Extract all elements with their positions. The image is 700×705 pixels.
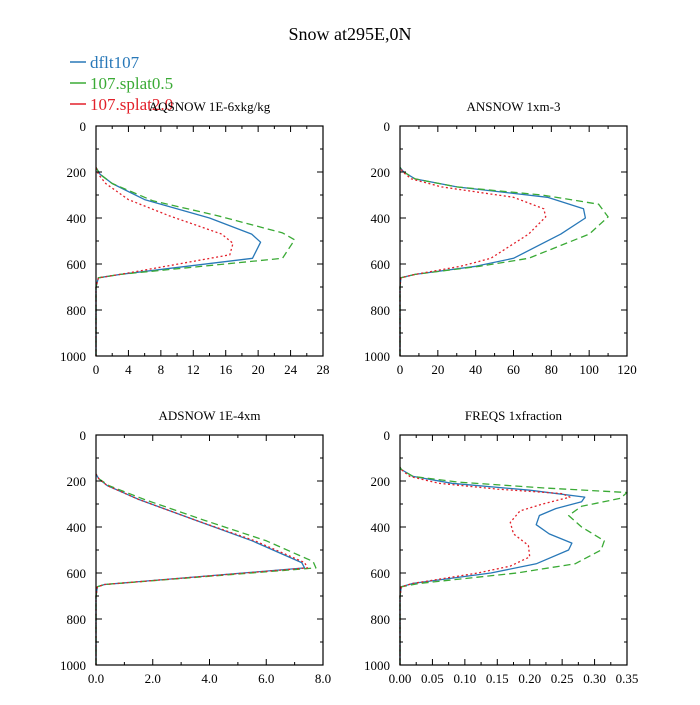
legend-label: dflt107: [90, 53, 140, 72]
y-tick-label: 400: [371, 520, 391, 535]
series-line-splat05: [95, 167, 296, 356]
legend-label: 107.splat0.5: [90, 74, 173, 93]
legend-label: 107.splat2.0: [90, 95, 173, 114]
legend-item-splat20: 107.splat2.0: [70, 95, 173, 114]
x-tick-label: 0.15: [486, 671, 509, 686]
x-tick-label: 24: [284, 362, 298, 377]
x-tick-label: 0.10: [453, 671, 476, 686]
legend: dflt107 107.splat0.5 107.splat2.0: [70, 53, 173, 114]
chart-panels: AQSNOW 1E-6xkg/kg0 4 8 12 16 20 24 280200400600…: [60, 99, 638, 686]
panel-3: ADSNOW 1E-4xm 0.0 2.0 4.0 6.0 8.0 0 200 400 600 80…: [60, 408, 331, 686]
series-line-splat20: [399, 466, 571, 665]
x-tick-label: 0.30: [583, 671, 606, 686]
y-tick-label: 800: [67, 612, 87, 627]
x-tick-label: 2.0: [145, 671, 161, 686]
y-tick-label: 0: [80, 119, 87, 134]
x-tick-label: 8: [158, 362, 165, 377]
x-tick-label: 80: [545, 362, 558, 377]
series-line-dflt107: [399, 166, 587, 356]
y-tick-label: 800: [67, 303, 87, 318]
y-tick-label: 600: [67, 566, 87, 581]
plot-frame: [95, 125, 324, 357]
panel-2: ANSNOW 1xm-3 0 20 40 60 80 100 120 0 200 400 600 800…: [364, 99, 637, 377]
y-tick-label: 400: [67, 520, 87, 535]
x-tick-label: 0: [397, 362, 404, 377]
x-tick-label: 60: [507, 362, 520, 377]
y-tick-label: 600: [371, 566, 391, 581]
series-line-splat20: [95, 473, 309, 665]
x-tick-label: 12: [187, 362, 200, 377]
plot-frame: [399, 125, 628, 357]
y-tick-label: 1000: [60, 658, 86, 673]
x-tick-label: 6.0: [258, 671, 274, 686]
x-tick-label: 20: [252, 362, 265, 377]
legend-item-dflt107: dflt107: [70, 53, 140, 72]
x-tick-label: 0.25: [551, 671, 574, 686]
x-tick-label: 16: [219, 362, 233, 377]
x-tick-label: 0: [93, 362, 100, 377]
y-tick-label: 0: [384, 428, 391, 443]
y-tick-label: 0: [384, 119, 391, 134]
legend-item-splat05: 107.splat0.5: [70, 74, 173, 93]
panel-1: AQSNOW 1E-6xkg/kg 0 4 8 12 16 20 24 28 0 200 400 600…: [60, 99, 330, 377]
y-tick-label: 200: [371, 474, 391, 489]
y-tick-label: 1000: [364, 349, 390, 364]
series-line-splat20: [95, 167, 234, 356]
y-tick-label: 1000: [364, 658, 390, 673]
x-tick-label: 4: [125, 362, 132, 377]
x-tick-label: 28: [317, 362, 330, 377]
series-line-dflt107: [95, 167, 262, 356]
x-tick-label: 40: [469, 362, 482, 377]
panel-title: ANSNOW 1xm-3: [466, 99, 560, 114]
x-tick-label: 20: [431, 362, 444, 377]
x-tick-label: 0.05: [421, 671, 444, 686]
y-tick-label: 200: [371, 165, 391, 180]
x-tick-label: 0.0: [88, 671, 104, 686]
figure-title: Snow at295E,0N: [289, 24, 412, 44]
panel-title: ADSNOW 1E-4xm: [159, 408, 261, 423]
y-tick-label: 200: [67, 165, 87, 180]
y-tick-label: 200: [67, 474, 87, 489]
x-tick-label: 0.20: [518, 671, 541, 686]
y-tick-label: 800: [371, 303, 391, 318]
panel-title: AQSNOW 1E-6xkg/kg: [149, 99, 271, 114]
x-tick-label: 0.00: [389, 671, 412, 686]
series-line-splat05: [95, 473, 317, 665]
y-tick-label: 400: [371, 211, 391, 226]
y-tick-label: 600: [67, 257, 87, 272]
panel-title: FREQS 1xfraction: [465, 408, 563, 423]
series-line-splat05: [399, 166, 609, 356]
series-line-splat20: [399, 167, 547, 356]
x-tick-label: 120: [617, 362, 637, 377]
panel-4: FREQS 1xfraction 0.00 0.05 0.10 0.15 0.20 0.25…: [364, 408, 638, 686]
x-tick-label: 100: [579, 362, 599, 377]
x-tick-label: 8.0: [315, 671, 331, 686]
x-tick-label: 4.0: [201, 671, 217, 686]
y-tick-label: 0: [80, 428, 87, 443]
plot-frame: [95, 434, 324, 666]
y-tick-label: 600: [371, 257, 391, 272]
y-tick-label: 800: [371, 612, 391, 627]
series-line-dflt107: [95, 473, 306, 665]
y-tick-label: 400: [67, 211, 87, 226]
y-tick-label: 1000: [60, 349, 86, 364]
series-line-splat05: [399, 466, 628, 665]
plot-frame: [399, 434, 628, 666]
x-tick-label: 0.35: [616, 671, 639, 686]
